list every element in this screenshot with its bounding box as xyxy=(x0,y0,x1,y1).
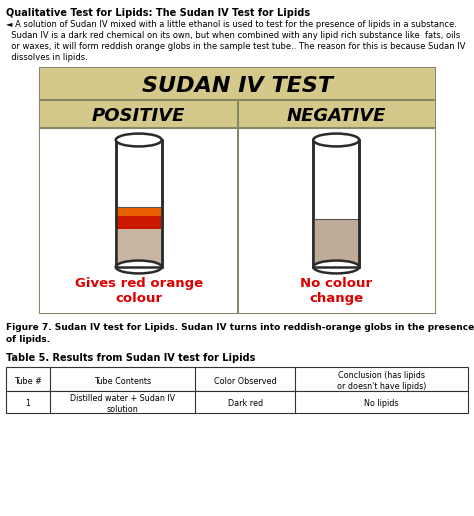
Bar xyxy=(313,140,359,267)
Bar xyxy=(237,128,435,313)
Ellipse shape xyxy=(116,261,162,273)
Text: Qualitative Test for Lipids: The Sudan IV Test for Lipids: Qualitative Test for Lipids: The Sudan I… xyxy=(6,8,310,18)
Text: POSITIVE: POSITIVE xyxy=(92,107,185,125)
Text: Tube Contents: Tube Contents xyxy=(94,377,151,385)
Ellipse shape xyxy=(313,134,359,147)
Text: or waxes, it will form reddish orange globs in the sample test tube.. The reason: or waxes, it will form reddish orange gl… xyxy=(6,42,465,51)
Bar xyxy=(40,100,237,128)
Text: Tube #: Tube # xyxy=(14,377,42,385)
Bar xyxy=(117,207,161,216)
Ellipse shape xyxy=(313,261,359,273)
Text: NEGATIVE: NEGATIVE xyxy=(287,107,386,125)
Text: No colour
change: No colour change xyxy=(300,277,372,305)
Text: ◄ A solution of Sudan IV mixed with a little ethanol is used to test for the pre: ◄ A solution of Sudan IV mixed with a li… xyxy=(6,20,457,29)
Ellipse shape xyxy=(116,134,162,147)
Text: Table 5. Results from Sudan IV test for Lipids: Table 5. Results from Sudan IV test for … xyxy=(6,353,255,363)
Bar xyxy=(117,216,161,229)
Bar xyxy=(40,68,435,100)
Text: Gives red orange
colour: Gives red orange colour xyxy=(75,277,203,305)
Bar xyxy=(40,68,435,313)
Text: dissolves in lipids.: dissolves in lipids. xyxy=(6,53,88,62)
Bar xyxy=(117,229,161,267)
Bar xyxy=(40,128,237,313)
Text: Dark red: Dark red xyxy=(228,399,263,409)
Text: No lipids: No lipids xyxy=(364,399,399,409)
Text: 1: 1 xyxy=(26,399,30,409)
Bar xyxy=(6,367,468,391)
Text: Color Observed: Color Observed xyxy=(214,377,276,385)
Text: SUDAN IV TEST: SUDAN IV TEST xyxy=(142,76,333,96)
Text: Distilled water + Sudan IV
solution: Distilled water + Sudan IV solution xyxy=(70,394,175,414)
Text: Sudan IV is a dark red chemical on its own, but when combined with any lipid ric: Sudan IV is a dark red chemical on its o… xyxy=(6,31,460,40)
Text: of lipids.: of lipids. xyxy=(6,335,50,344)
Text: Conclusion (has lipids
or doesn't have lipids): Conclusion (has lipids or doesn't have l… xyxy=(337,372,426,391)
Bar xyxy=(116,140,162,267)
Bar xyxy=(116,140,162,267)
Bar xyxy=(313,140,359,267)
Bar xyxy=(237,100,435,128)
Bar xyxy=(314,219,358,267)
Text: Figure 7. Sudan IV test for Lipids. Sudan IV turns into reddish-orange globs in : Figure 7. Sudan IV test for Lipids. Suda… xyxy=(6,323,474,332)
Bar xyxy=(6,391,468,413)
